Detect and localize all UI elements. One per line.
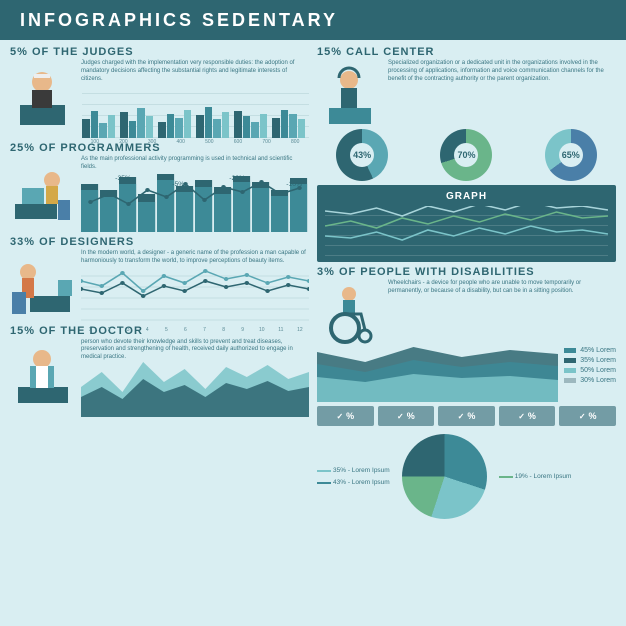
callcenter-title: 15% CALL CENTER <box>317 46 616 58</box>
disabilities-section: 3% OF PEOPLE WITH DISABILITIES Wheelchai… <box>317 266 616 426</box>
donut-row: 43%70%65% <box>317 129 616 181</box>
callcenter-blurb: Specialized organization or a dedicated … <box>388 60 616 83</box>
disabilities-legend: 45% Lorem35% Lorem50% Lorem30% Lorem <box>564 347 616 384</box>
pie-chart <box>402 434 487 519</box>
doctor-icon <box>10 339 75 404</box>
judge-icon <box>10 60 75 125</box>
graph-lines <box>325 206 608 256</box>
judges-title: 5% OF THE JUDGES <box>10 46 309 58</box>
left-column: 5% OF THE JUDGES Judges charged with the… <box>10 46 309 519</box>
title-bar: INFOGRAPHICS SEDENTARY <box>0 0 626 40</box>
designers-section: 33% OF DESIGNERS In the modern world, a … <box>10 236 309 321</box>
wheelchair-icon <box>317 280 382 345</box>
right-column: 15% CALL CENTER Specialized organization… <box>317 46 616 519</box>
doctor-section: 15% OF THE DOCTOR person who devote thei… <box>10 325 309 417</box>
designers-chart: 123456789101112 <box>81 266 309 321</box>
programmers-blurb: As the main professional activity progra… <box>81 156 309 172</box>
pie-legend-right: 19% - Lorem Ipsum <box>499 473 572 480</box>
judges-bar-chart: 100200300400500600700800 <box>81 83 309 138</box>
pct-boxes: %%%%% <box>317 406 616 426</box>
doctor-blurb: person who devote their knowledge and sk… <box>81 339 309 362</box>
callcenter-section: 15% CALL CENTER Specialized organization… <box>317 46 616 181</box>
pie-legend: 35% - Lorem Ipsum43% - Lorem Ipsum <box>317 467 390 486</box>
pie-section: 35% - Lorem Ipsum43% - Lorem Ipsum 19% -… <box>317 434 616 519</box>
graph-section: GRAPH <box>317 185 616 262</box>
programmers-section: 25% OF PROGRAMMERS As the main professio… <box>10 142 309 232</box>
disabilities-blurb: Wheelchairs - a device for people who ar… <box>388 280 616 296</box>
disabilities-title: 3% OF PEOPLE WITH DISABILITIES <box>317 266 616 278</box>
designers-blurb: In the modern world, a designer - a gene… <box>81 250 309 266</box>
disabilities-area-chart <box>317 347 558 402</box>
designer-icon <box>10 250 75 315</box>
graph-title: GRAPH <box>325 191 608 202</box>
main-title: INFOGRAPHICS SEDENTARY <box>20 10 338 31</box>
svg-text:-10%: -10% <box>286 181 302 188</box>
programmer-icon <box>10 156 75 221</box>
svg-text:-5%: -5% <box>172 181 184 188</box>
svg-text:-35%: -35% <box>115 175 131 182</box>
judges-blurb: Judges charged with the implementation v… <box>81 60 309 83</box>
judges-section: 5% OF THE JUDGES Judges charged with the… <box>10 46 309 138</box>
doctor-area-chart <box>81 362 309 417</box>
designers-title: 33% OF DESIGNERS <box>10 236 309 248</box>
programmers-chart: -35% -5% -20% -10% <box>81 172 309 232</box>
infographic: INFOGRAPHICS SEDENTARY 5% OF THE JUDGES … <box>0 0 626 626</box>
svg-text:-20%: -20% <box>229 175 245 182</box>
callcenter-icon <box>317 60 382 125</box>
